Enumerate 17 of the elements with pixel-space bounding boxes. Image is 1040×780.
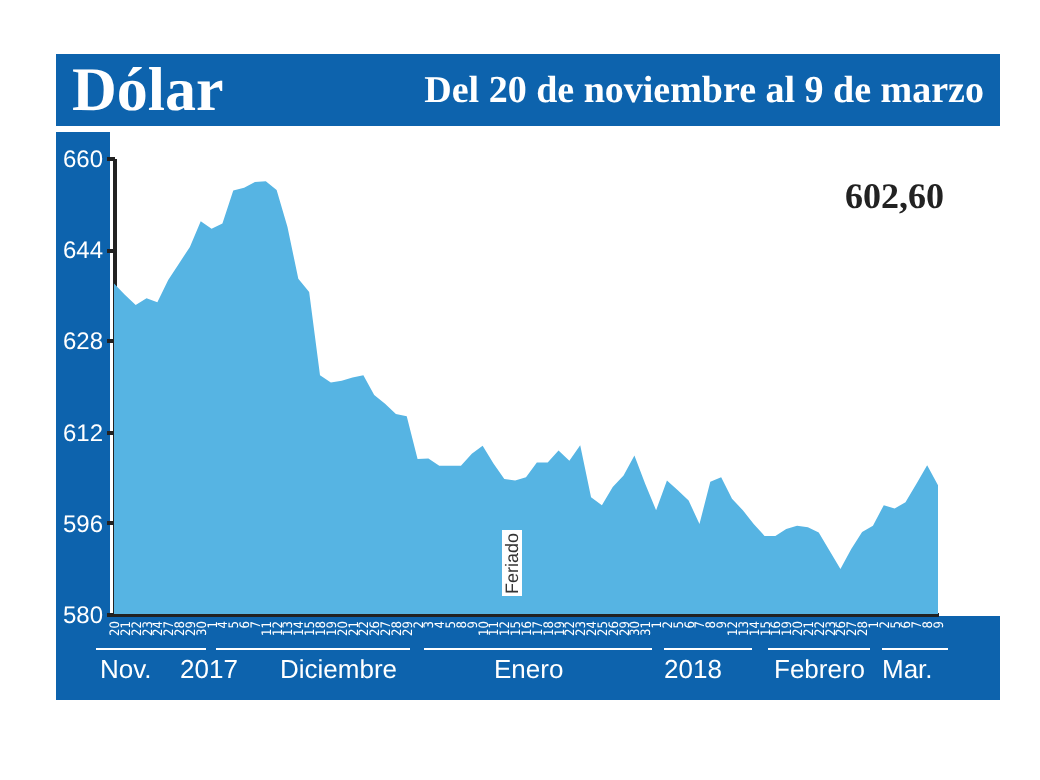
text: Febrero xyxy=(774,654,866,684)
annotation: Feriado xyxy=(502,530,522,596)
y-tick-label: 644 xyxy=(62,236,104,265)
text: 2018 xyxy=(664,654,722,684)
y-tick-label: 628 xyxy=(62,327,104,356)
text: Enero xyxy=(494,654,564,684)
text: Nov. xyxy=(100,654,152,684)
text: Mar. xyxy=(882,654,933,684)
y-tick-label: 660 xyxy=(62,145,104,173)
y-tick-label: 612 xyxy=(62,418,104,447)
annotation: 602,60 xyxy=(845,176,944,218)
y-tick-label: 596 xyxy=(62,509,104,538)
y-tick-label: 580 xyxy=(62,601,104,629)
chart-title: Dólar xyxy=(72,54,224,126)
text: 2017 xyxy=(180,654,238,684)
chart-subtitle: Del 20 de noviembre al 9 de marzo xyxy=(424,68,984,116)
text: Diciembre xyxy=(280,654,398,684)
